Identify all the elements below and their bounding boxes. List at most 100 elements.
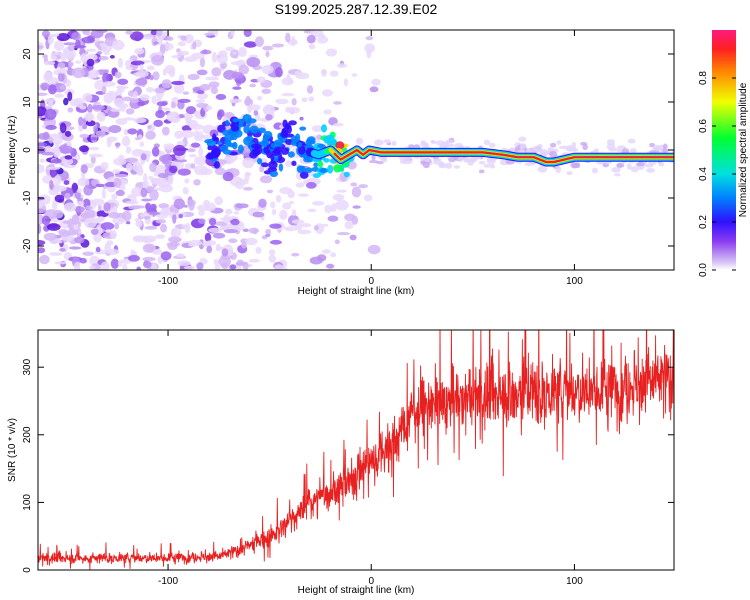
noise-blob — [176, 140, 185, 146]
noise-blob — [103, 92, 114, 104]
snr-x-tick-label: -100 — [158, 576, 178, 587]
ridge-blob — [207, 145, 212, 151]
noise-blob — [117, 78, 129, 85]
noise-blob — [168, 67, 176, 78]
noise-blob — [63, 97, 69, 106]
noise-blob — [177, 260, 191, 267]
noise-blob — [171, 227, 182, 238]
noise-blob — [445, 143, 455, 148]
noise-blob — [241, 241, 247, 249]
noise-blob — [44, 98, 55, 103]
noise-blob — [174, 159, 187, 163]
ridge-blob — [232, 118, 239, 123]
noise-blob — [285, 160, 293, 168]
noise-blob — [141, 198, 152, 202]
colorbar-tick-label: 0.2 — [698, 215, 709, 229]
noise-blob — [173, 198, 185, 210]
noise-blob — [365, 36, 374, 41]
noise-blob — [465, 158, 476, 162]
noise-blob — [180, 35, 187, 41]
noise-blob — [43, 71, 53, 83]
noise-blob — [519, 143, 527, 149]
noise-blob — [88, 146, 100, 151]
noise-blob — [162, 31, 170, 37]
noise-blob — [51, 158, 62, 164]
noise-blob — [83, 184, 94, 196]
noise-blob — [262, 45, 274, 51]
noise-blob — [245, 237, 258, 246]
noise-blob — [403, 158, 413, 165]
spectrogram-y-tick-label: -10 — [22, 190, 33, 205]
noise-blob — [128, 205, 141, 210]
noise-blob — [72, 44, 87, 49]
ridge-blob — [312, 173, 321, 178]
noise-blob — [236, 259, 245, 267]
noise-blob — [549, 150, 558, 158]
noise-blob — [109, 54, 115, 59]
noise-blob — [188, 239, 203, 247]
noise-blob — [330, 252, 336, 258]
noise-blob — [95, 130, 106, 138]
noise-blob — [265, 233, 271, 238]
noise-blob — [114, 222, 120, 230]
noise-blob — [117, 259, 123, 267]
noise-blob — [145, 130, 156, 140]
noise-blob — [383, 139, 392, 144]
noise-blob — [271, 43, 285, 48]
noise-blob — [321, 223, 329, 227]
noise-blob — [95, 246, 101, 253]
noise-blob — [71, 32, 81, 41]
noise-blob — [109, 108, 122, 112]
noise-blob — [156, 97, 162, 103]
noise-blob — [294, 70, 303, 77]
noise-blob — [173, 83, 185, 94]
noise-blob — [635, 162, 645, 167]
noise-blob — [286, 74, 291, 80]
noise-blob — [312, 201, 325, 206]
noise-blob — [282, 202, 292, 210]
noise-blob — [206, 105, 213, 111]
noise-blob — [208, 227, 222, 234]
noise-blob — [208, 218, 217, 226]
ridge-blob — [313, 162, 319, 168]
noise-blob — [331, 203, 337, 212]
noise-blob — [125, 146, 132, 154]
noise-blob — [332, 193, 345, 201]
chart-title: S199.2025.287.12.39.E02 — [275, 1, 438, 17]
ridge-blob — [212, 133, 217, 142]
noise-blob — [243, 187, 253, 191]
noise-blob — [265, 228, 272, 235]
noise-blob — [46, 166, 61, 170]
noise-blob — [188, 154, 197, 158]
noise-blob — [159, 154, 173, 163]
noise-blob — [89, 265, 96, 270]
noise-blob — [145, 86, 155, 93]
noise-blob — [79, 257, 87, 264]
noise-blob — [629, 148, 637, 153]
spectrogram-y-axis-label: Frequency (Hz) — [7, 116, 18, 185]
noise-blob — [125, 108, 135, 115]
ridge-blob — [222, 149, 232, 155]
noise-blob — [136, 266, 141, 270]
noise-blob — [271, 208, 277, 216]
noise-blob — [171, 55, 181, 59]
noise-blob — [140, 187, 148, 198]
noise-blob — [135, 77, 148, 86]
noise-blob — [204, 32, 215, 36]
noise-blob — [205, 76, 220, 81]
noise-blob — [98, 56, 109, 61]
ridge-blob — [247, 118, 257, 124]
noise-blob — [335, 199, 349, 211]
noise-blob — [97, 204, 102, 212]
noise-blob — [183, 204, 188, 208]
colorbar-tick-label: 0.4 — [698, 167, 709, 181]
snr-y-tick-label: 200 — [22, 426, 33, 443]
noise-blob — [103, 202, 111, 212]
noise-blob — [168, 236, 182, 243]
noise-blob — [38, 223, 42, 234]
spectrogram-ridge — [204, 113, 674, 179]
noise-blob — [419, 156, 426, 161]
noise-blob — [420, 160, 426, 166]
noise-blob — [74, 236, 85, 244]
noise-blob — [371, 78, 381, 86]
